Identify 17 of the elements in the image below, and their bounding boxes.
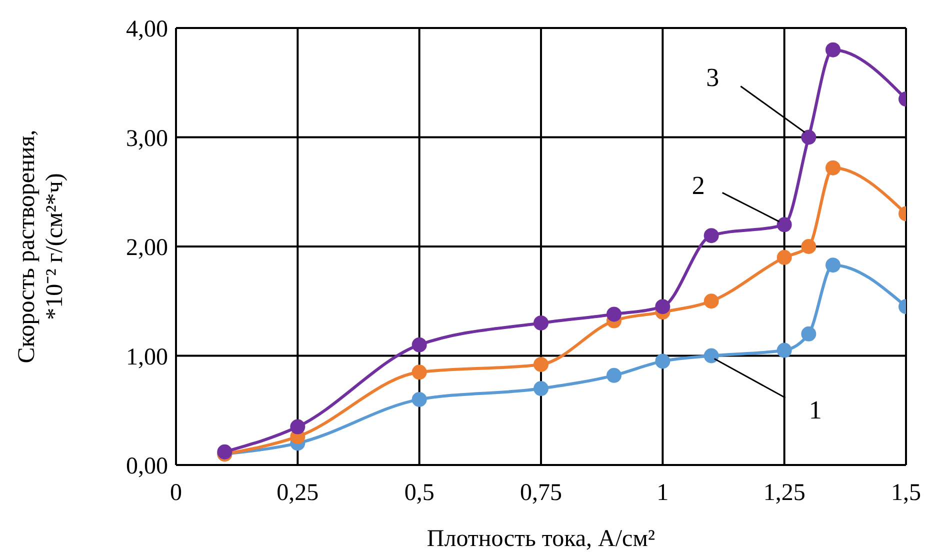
y-tick-label: 2,00	[126, 235, 168, 262]
x-tick-label: 1	[656, 480, 669, 506]
y-tick-label: 0,00	[126, 454, 168, 480]
x-tick-label: 1,5	[891, 480, 921, 506]
x-tick-label: 1,25	[763, 480, 806, 506]
annotation: 2	[692, 171, 705, 200]
x-tick-label: 0,75	[520, 480, 562, 506]
annotation: 1	[808, 395, 822, 424]
y-axis-title: Скорость растворения, *10⁻² г/(см²*ч)	[14, 130, 68, 364]
x-tick-label: 0,5	[404, 480, 434, 506]
annotation: 3	[706, 62, 720, 92]
x-axis-title: Плотность тока, А/см²	[426, 526, 656, 552]
y-tick-label: 1,00	[126, 344, 168, 370]
x-tick-label: 0,25	[276, 480, 319, 506]
y-tick-label: 4,00	[126, 16, 168, 43]
x-tick-label: 0	[170, 480, 182, 506]
y-tick-label: 3,00	[126, 126, 168, 152]
